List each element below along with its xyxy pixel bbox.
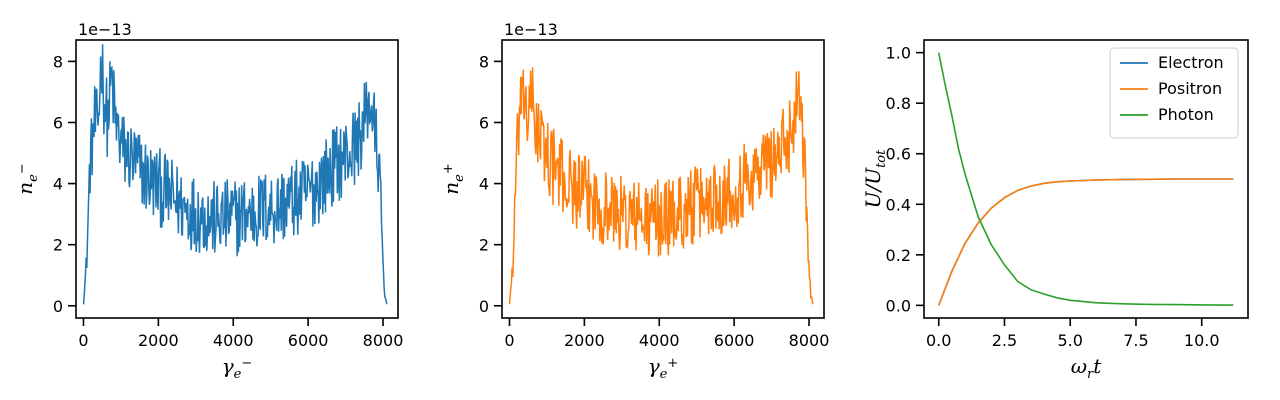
axes-frame-2 — [923, 39, 1249, 319]
legend: Electron Positron Photon — [1109, 47, 1239, 139]
series-line-2-2 — [937, 52, 1234, 306]
x-tick-label-2-4: 10.0 — [1184, 331, 1220, 350]
x-tick-label-0-1: 2000 — [138, 331, 179, 350]
axes-frame-1 — [501, 39, 825, 319]
y-tick-label-2-4: 0.8 — [886, 94, 911, 113]
legend-label-0: Electron — [1158, 53, 1224, 72]
y-tick-label-2-1: 0.2 — [886, 246, 911, 265]
x-tick-label-0-3: 6000 — [288, 331, 329, 350]
y-tick-label-0-2: 4 — [53, 175, 63, 194]
y-tick-label-0-3: 6 — [53, 113, 63, 132]
chart-panel-1: 0 2000 4000 6000 8000 0 2 4 6 8 1e−13 — [479, 20, 830, 350]
y-tick-label-2-3: 0.6 — [886, 145, 911, 164]
x-tick-label-1-1: 2000 — [564, 331, 605, 350]
x-tick-label-2-1: 2.5 — [992, 331, 1017, 350]
y-tick-label-0-1: 2 — [53, 236, 63, 255]
x-tick-label-1-2: 4000 — [639, 331, 680, 350]
series-line-0-0 — [82, 44, 388, 305]
y-tick-label-1-0: 0 — [479, 297, 489, 316]
y-tick-label-2-0: 0.0 — [886, 296, 911, 315]
chart-panel-2: 0.0 2.5 5.0 7.5 10.0 0.0 0.2 0.4 0.6 0.8 1.0 Electr… — [886, 39, 1249, 350]
x-tick-label-0-2: 4000 — [213, 331, 254, 350]
x-axis-label-1: γe+ — [648, 354, 679, 382]
x-axis-label-2: ωrt — [1071, 354, 1103, 382]
series-line-2-1 — [937, 178, 1234, 306]
x-tick-label-1-0: 0 — [504, 331, 514, 350]
x-tick-label-1-4: 8000 — [789, 331, 830, 350]
y-axis-label-1: ne+ — [439, 163, 467, 195]
x-tick-label-2-3: 7.5 — [1123, 331, 1148, 350]
series-line-2-0 — [937, 178, 1234, 306]
y-axis-label-0: ne− — [13, 163, 41, 195]
offset-text-0: 1e−13 — [78, 20, 132, 39]
y-tick-label-1-3: 6 — [479, 113, 489, 132]
y-axis-label-2: U/Utot — [861, 149, 889, 209]
axes-frame-0 — [75, 39, 399, 319]
legend-label-1: Positron — [1158, 79, 1222, 98]
x-axis-label-0: γe− — [222, 354, 253, 382]
x-tick-label-2-2: 5.0 — [1057, 331, 1082, 350]
offset-text-1: 1e−13 — [504, 20, 558, 39]
x-tick-label-0-0: 0 — [78, 331, 88, 350]
x-tick-label-0-4: 8000 — [363, 331, 404, 350]
legend-label-2: Photon — [1158, 105, 1214, 124]
chart-panel-0: 0 2000 4000 6000 8000 0 2 4 6 8 1e−13 — [53, 20, 404, 350]
y-tick-label-2-5: 1.0 — [886, 44, 911, 63]
y-tick-label-1-4: 8 — [479, 52, 489, 71]
y-tick-label-1-2: 4 — [479, 175, 489, 194]
y-tick-label-2-2: 0.4 — [886, 195, 911, 214]
y-tick-label-0-4: 8 — [53, 52, 63, 71]
x-tick-label-1-3: 6000 — [714, 331, 755, 350]
x-tick-label-2-0: 0.0 — [926, 331, 951, 350]
y-tick-label-0-0: 0 — [53, 297, 63, 316]
series-line-1-0 — [508, 67, 814, 305]
y-tick-label-1-1: 2 — [479, 236, 489, 255]
